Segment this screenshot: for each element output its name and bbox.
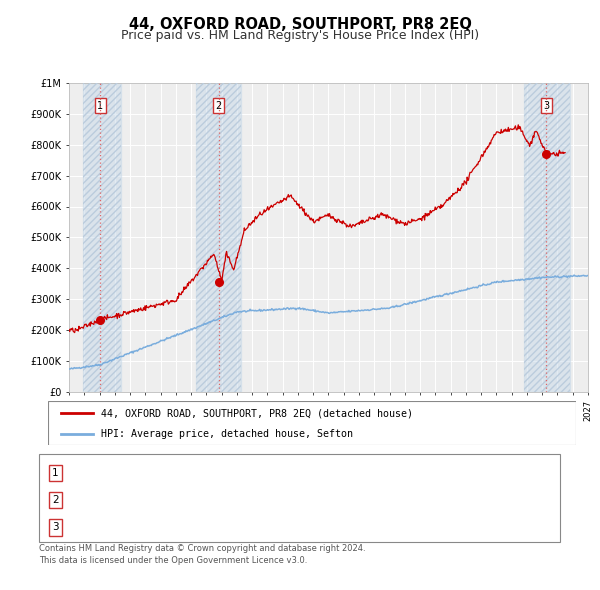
Text: 1: 1: [97, 101, 103, 111]
Bar: [83, 83, 121, 392]
Bar: [196, 83, 241, 392]
Text: 3: 3: [543, 101, 550, 111]
Text: £235,000: £235,000: [237, 468, 291, 478]
Bar: [524, 83, 569, 392]
Text: 131% ↑ HPI: 131% ↑ HPI: [344, 496, 412, 505]
Text: 172% ↑ HPI: 172% ↑ HPI: [344, 468, 412, 478]
Text: 08-APR-2024: 08-APR-2024: [89, 523, 163, 532]
Text: HPI: Average price, detached house, Sefton: HPI: Average price, detached house, Seft…: [101, 428, 353, 438]
Text: 44, OXFORD ROAD, SOUTHPORT, PR8 2EQ: 44, OXFORD ROAD, SOUTHPORT, PR8 2EQ: [128, 17, 472, 31]
Text: 24-OCT-2002: 24-OCT-2002: [89, 496, 163, 505]
Text: 3: 3: [52, 523, 59, 532]
Text: 2: 2: [215, 101, 222, 111]
Text: Contains HM Land Registry data © Crown copyright and database right 2024.
This d: Contains HM Land Registry data © Crown c…: [39, 544, 365, 565]
Text: 110% ↑ HPI: 110% ↑ HPI: [344, 523, 412, 532]
Text: 2: 2: [52, 496, 59, 505]
Text: 44, OXFORD ROAD, SOUTHPORT, PR8 2EQ (detached house): 44, OXFORD ROAD, SOUTHPORT, PR8 2EQ (det…: [101, 408, 413, 418]
Bar: [524, 83, 569, 392]
Bar: [196, 83, 241, 392]
Text: £770,000: £770,000: [237, 523, 291, 532]
FancyBboxPatch shape: [48, 401, 576, 445]
Text: Price paid vs. HM Land Registry's House Price Index (HPI): Price paid vs. HM Land Registry's House …: [121, 30, 479, 42]
Text: 12-JAN-1995: 12-JAN-1995: [89, 468, 163, 478]
Text: £355,000: £355,000: [237, 496, 291, 505]
Bar: [83, 83, 121, 392]
Text: 1: 1: [52, 468, 59, 478]
